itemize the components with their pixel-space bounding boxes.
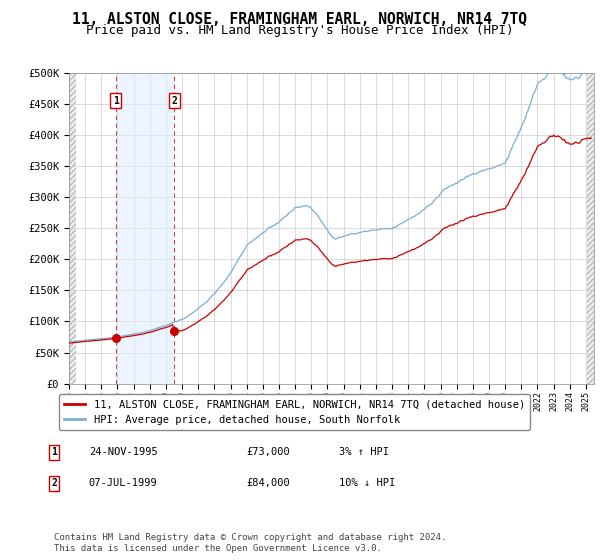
Text: 2: 2	[172, 96, 177, 106]
Text: 07-JUL-1999: 07-JUL-1999	[89, 478, 158, 488]
Text: £73,000: £73,000	[246, 447, 290, 458]
Bar	[116, 73, 175, 384]
Bar	[587, 73, 595, 384]
Text: Contains HM Land Registry data © Crown copyright and database right 2024.
This d: Contains HM Land Registry data © Crown c…	[54, 533, 446, 553]
Text: 2: 2	[51, 478, 57, 488]
Text: 1: 1	[113, 96, 119, 106]
Text: 24-NOV-1995: 24-NOV-1995	[89, 447, 158, 458]
Text: 11, ALSTON CLOSE, FRAMINGHAM EARL, NORWICH, NR14 7TQ: 11, ALSTON CLOSE, FRAMINGHAM EARL, NORWI…	[73, 12, 527, 27]
Legend: 11, ALSTON CLOSE, FRAMINGHAM EARL, NORWICH, NR14 7TQ (detached house), HPI: Aver: 11, ALSTON CLOSE, FRAMINGHAM EARL, NORWI…	[59, 394, 530, 430]
Text: 10% ↓ HPI: 10% ↓ HPI	[339, 478, 395, 488]
Text: Price paid vs. HM Land Registry's House Price Index (HPI): Price paid vs. HM Land Registry's House …	[86, 24, 514, 36]
Text: £84,000: £84,000	[246, 478, 290, 488]
Text: 1: 1	[51, 447, 57, 458]
Text: 3% ↑ HPI: 3% ↑ HPI	[339, 447, 389, 458]
Bar	[69, 73, 76, 384]
